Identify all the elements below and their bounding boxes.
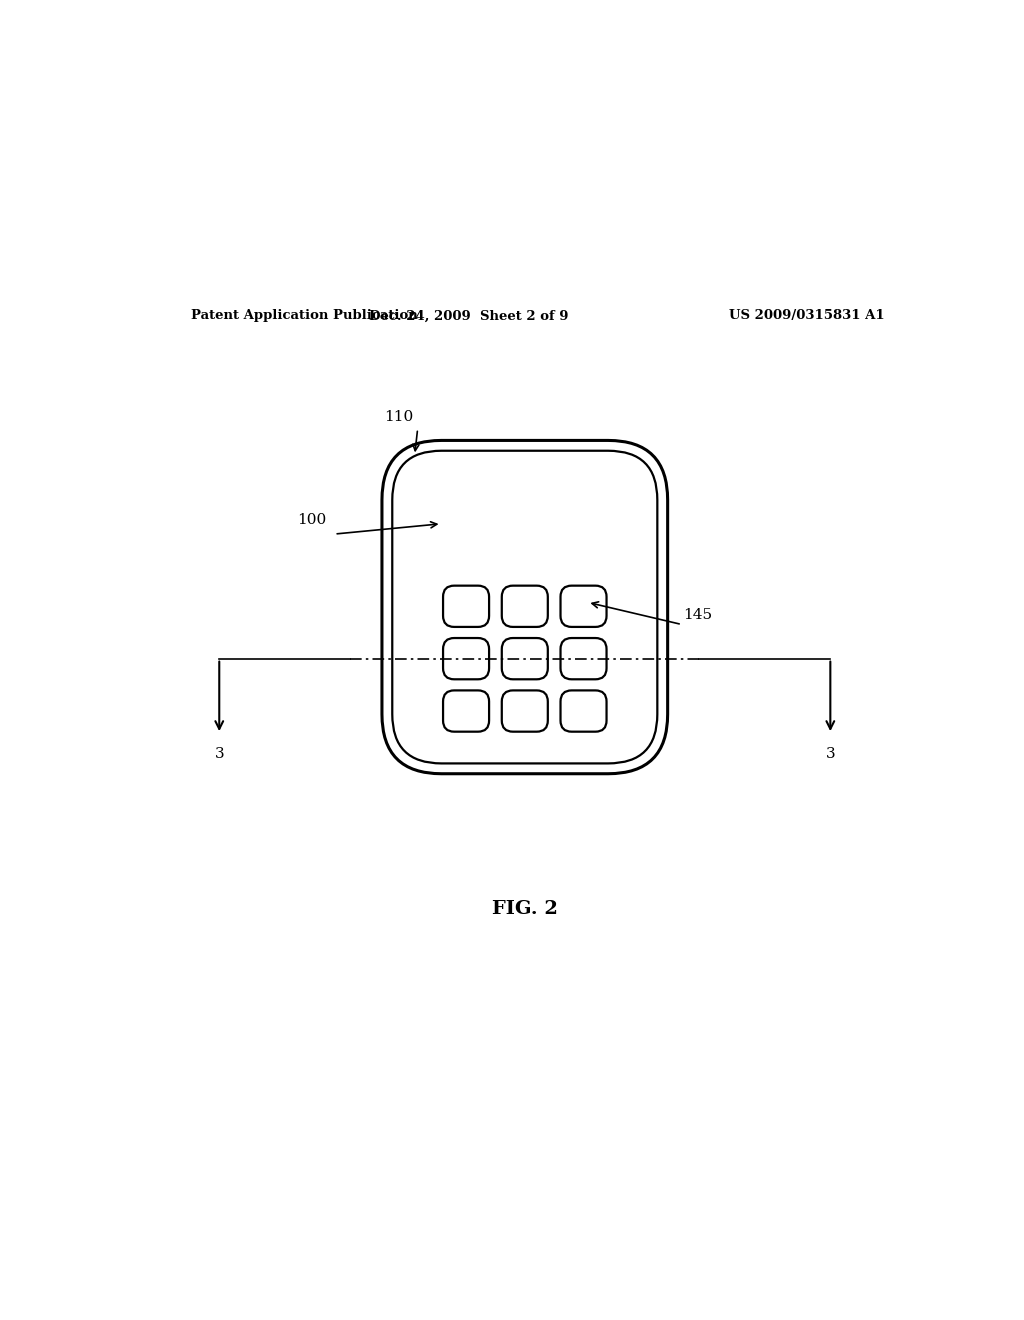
Text: 3: 3 <box>214 747 224 760</box>
Text: Patent Application Publication: Patent Application Publication <box>191 309 418 322</box>
FancyBboxPatch shape <box>382 441 668 774</box>
Text: US 2009/0315831 A1: US 2009/0315831 A1 <box>729 309 885 322</box>
FancyBboxPatch shape <box>502 690 548 731</box>
FancyBboxPatch shape <box>392 450 657 763</box>
FancyBboxPatch shape <box>560 690 606 731</box>
Text: 100: 100 <box>297 512 327 527</box>
Text: 110: 110 <box>384 409 414 424</box>
Text: FIG. 2: FIG. 2 <box>492 900 558 917</box>
FancyBboxPatch shape <box>443 690 489 731</box>
FancyBboxPatch shape <box>560 638 606 680</box>
FancyBboxPatch shape <box>560 586 606 627</box>
FancyBboxPatch shape <box>443 586 489 627</box>
FancyBboxPatch shape <box>502 586 548 627</box>
Text: Dec. 24, 2009  Sheet 2 of 9: Dec. 24, 2009 Sheet 2 of 9 <box>370 309 569 322</box>
FancyBboxPatch shape <box>502 638 548 680</box>
Text: 145: 145 <box>684 609 713 622</box>
FancyBboxPatch shape <box>443 638 489 680</box>
Text: 3: 3 <box>825 747 836 760</box>
